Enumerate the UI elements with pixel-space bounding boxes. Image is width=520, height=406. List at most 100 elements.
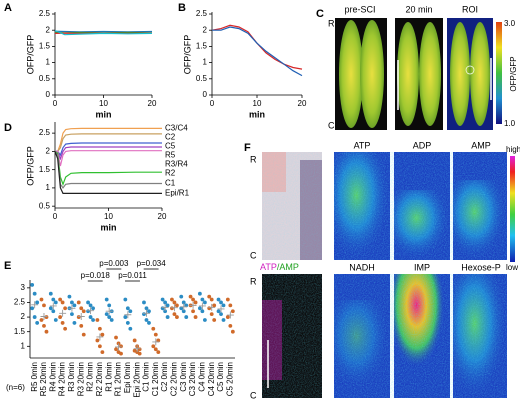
dot: [153, 347, 158, 352]
y-tick-label: 2: [21, 312, 26, 321]
mean: [189, 301, 197, 309]
mean: [180, 303, 188, 311]
orientation-label: C: [328, 120, 335, 130]
image: [360, 20, 384, 128]
dot: [216, 309, 221, 314]
y-tick-label: 2.5: [196, 9, 208, 18]
panel-label: D: [4, 122, 12, 134]
panel-label: E: [4, 260, 11, 272]
x-tick-label: R1 0min: [104, 362, 113, 392]
dot: [30, 283, 35, 287]
dot: [142, 312, 146, 317]
series-label: C3/C4: [165, 123, 188, 132]
x-tick-label: C2 0min: [160, 362, 169, 392]
x-tick-label: R4 0min: [48, 362, 57, 392]
orientation-label: C: [250, 250, 257, 260]
panel-c: C pre-SCI 20 min ROI R C 3.0 1.0 OFP/GFP: [316, 4, 518, 130]
line: [54, 151, 162, 189]
dot: [142, 300, 146, 305]
dot: [97, 326, 102, 331]
line: [54, 29, 153, 36]
dot: [163, 309, 168, 314]
orientation-label: C: [250, 390, 257, 400]
x-tick-label: 20: [298, 99, 307, 108]
image-title: Hexose-P: [461, 262, 501, 272]
x-tick-label: R3 20min: [76, 362, 85, 396]
dot: [114, 335, 118, 340]
y-tick-label: 0.5: [196, 74, 208, 83]
image: [419, 22, 441, 126]
y-tick-label: 3: [21, 283, 26, 292]
dot: [39, 297, 44, 302]
y-tick-label: 2: [203, 25, 208, 34]
dot: [170, 297, 174, 302]
mean: [96, 333, 104, 341]
dot: [191, 309, 195, 314]
texture: [334, 152, 507, 398]
dot: [216, 297, 221, 302]
mean: [105, 307, 113, 315]
dot: [181, 309, 186, 314]
dot: [153, 332, 158, 337]
dot: [144, 306, 149, 311]
colorbar: [496, 22, 502, 124]
dot: [221, 303, 226, 308]
image-title: pre-SCI: [344, 4, 375, 14]
dot: [109, 318, 114, 322]
dot: [197, 306, 202, 311]
dot: [95, 338, 100, 343]
series-label: C1: [165, 179, 176, 188]
x-tick-label: R2 20min: [95, 362, 104, 396]
mean: [161, 303, 169, 311]
y-tick-label: 0.5: [39, 201, 51, 210]
dot: [81, 309, 86, 314]
dot: [160, 306, 165, 311]
line: [55, 133, 162, 152]
colorbar-label: high: [506, 145, 520, 154]
line: [55, 142, 162, 157]
dot: [51, 309, 56, 314]
y-tick-label: 1: [46, 58, 51, 67]
x-tick-label: R5 20min: [39, 362, 48, 396]
image: [397, 22, 419, 126]
dot: [175, 303, 179, 308]
dot: [91, 318, 95, 322]
dot: [86, 300, 90, 305]
mean: [208, 303, 216, 311]
image: [262, 300, 282, 380]
y-tick-label: 0: [203, 90, 208, 99]
colorbar-label: low: [506, 263, 518, 272]
x-tick-label: C1 0min: [142, 362, 151, 392]
dot: [125, 306, 130, 311]
dot: [160, 297, 165, 302]
dot: [104, 297, 109, 302]
y-tick-label: 1.5: [196, 42, 208, 51]
orientation-label: R: [250, 154, 257, 164]
y-tick-label: 2.5: [14, 298, 26, 307]
series-label: R5: [165, 150, 176, 159]
overlay-amp: /AMP: [277, 262, 299, 272]
dot: [202, 300, 207, 305]
dot: [219, 300, 223, 305]
y-tick-label: 2: [46, 25, 51, 34]
dot: [48, 291, 53, 296]
annotation: p=0.018: [81, 271, 111, 280]
y-axis-label: OFP/GFP: [25, 35, 35, 75]
dot: [193, 300, 198, 305]
x-tick-label: C3 20min: [188, 362, 197, 396]
x-tick-label: C5 20min: [225, 362, 234, 396]
dot: [70, 312, 74, 317]
series-label: C2: [165, 132, 176, 141]
x-tick-label: R1 20min: [114, 362, 123, 396]
image-title: ADP: [413, 140, 432, 150]
dot: [88, 315, 93, 319]
dot: [165, 315, 170, 319]
image-title: ATP: [354, 140, 371, 150]
y-axis-label: OFP/GFP: [25, 146, 35, 186]
dot: [39, 318, 44, 322]
dot: [42, 323, 46, 328]
x-tick-label: R5 0min: [30, 362, 39, 392]
dot: [200, 309, 205, 314]
dot: [32, 315, 37, 319]
y-tick-label: 2.5: [39, 128, 51, 137]
